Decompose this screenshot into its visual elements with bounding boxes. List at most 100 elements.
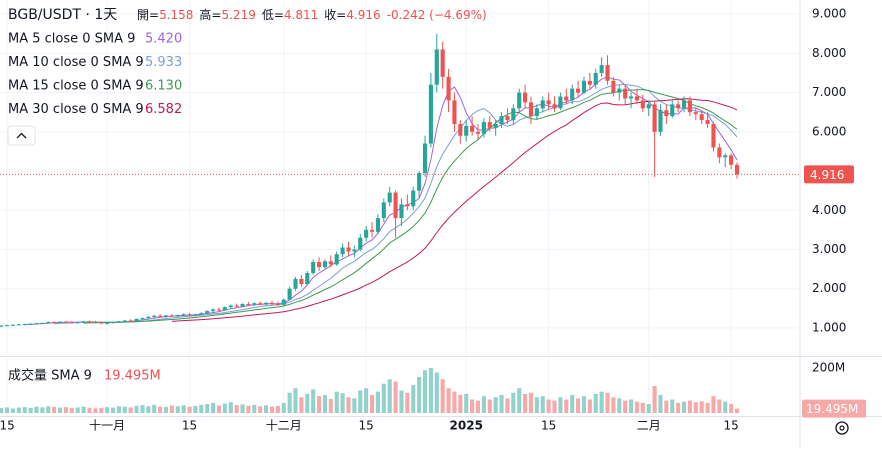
volume-bar xyxy=(205,404,210,413)
ma-legend-name: MA 5 close 0 SMA 9 xyxy=(8,32,135,47)
volume-bar xyxy=(399,390,404,413)
volume-bar xyxy=(611,397,616,413)
candle-body xyxy=(499,116,504,124)
candle-body xyxy=(146,316,151,319)
y-tick-label: 7.000 xyxy=(812,85,846,99)
volume-bar xyxy=(57,407,63,413)
candle-body xyxy=(81,321,86,323)
volume-bar xyxy=(81,406,86,413)
candle-body xyxy=(540,100,545,109)
volume-bar xyxy=(305,393,310,413)
candle-body xyxy=(99,322,104,324)
candle-body xyxy=(446,76,451,101)
ma-legend-value: 6.582 xyxy=(145,102,182,117)
volume-bar xyxy=(75,407,80,413)
candle-body xyxy=(199,313,204,315)
candle-body xyxy=(428,84,433,144)
volume-bar xyxy=(464,393,469,413)
volume-bar xyxy=(723,401,728,413)
volume-bar xyxy=(87,407,92,413)
last-price-tag xyxy=(804,165,854,184)
volume-bar xyxy=(187,406,192,413)
candle-body xyxy=(646,104,651,109)
volume-bar xyxy=(93,408,98,413)
volume-bar xyxy=(152,404,157,413)
candle-body xyxy=(493,123,498,128)
candle-body xyxy=(452,100,457,124)
volume-bar xyxy=(729,404,734,413)
volume-bar xyxy=(470,399,475,413)
volume-bar xyxy=(581,396,587,413)
volume-bar xyxy=(240,404,245,413)
volume-bar xyxy=(293,388,298,413)
candle-body xyxy=(670,104,675,117)
candle-body xyxy=(399,204,404,219)
ohlc-label: 低= xyxy=(262,8,284,22)
candle-body xyxy=(252,303,257,305)
ma-line xyxy=(24,76,738,326)
volume-bar xyxy=(116,406,121,413)
candle-body xyxy=(193,314,198,316)
candle-body xyxy=(158,315,163,317)
candle-body xyxy=(340,247,345,255)
candle-body xyxy=(599,65,604,73)
volume-bar xyxy=(169,405,174,413)
candle-body xyxy=(246,304,251,306)
volume-bar xyxy=(140,405,145,413)
ma-legend-name: MA 30 close 0 SMA 9 xyxy=(8,102,144,117)
volume-bar xyxy=(652,386,657,413)
candle-body xyxy=(634,96,639,101)
volume-bar xyxy=(234,405,239,413)
volume-legend: 成交量 SMA 9 xyxy=(8,368,92,384)
volume-bar xyxy=(52,406,57,413)
volume-bar xyxy=(452,391,457,413)
volume-bar xyxy=(599,391,604,413)
candle-body xyxy=(299,278,304,284)
legend-header: BGB/USDT · 1天 xyxy=(8,7,117,23)
candle-body xyxy=(487,121,492,128)
volume-bar xyxy=(287,392,292,413)
volume-bar xyxy=(334,391,339,413)
collapse-button[interactable] xyxy=(7,125,36,146)
candle-body xyxy=(617,88,622,93)
volume-bar xyxy=(528,392,534,413)
ohlc-value: 5.158 xyxy=(159,8,193,22)
candle-body xyxy=(681,100,687,109)
volume-bar xyxy=(69,408,74,413)
candle-body xyxy=(534,108,539,117)
volume-bar xyxy=(281,402,286,413)
candle-body xyxy=(40,322,45,324)
y-tick-label: 4.000 xyxy=(812,203,846,217)
volume-bar xyxy=(523,393,528,413)
volume-bar xyxy=(428,368,433,413)
volume-bar xyxy=(593,393,598,413)
settings-icon[interactable] xyxy=(835,421,849,435)
candle-body xyxy=(222,307,227,311)
volume-bar xyxy=(311,389,316,413)
volume-bar xyxy=(646,404,651,413)
overlay: BGB/USDT · 1天 開=5.158 高=5.219 低=4.811 收=4.9… xyxy=(7,7,849,435)
candle-body xyxy=(628,96,634,99)
candle-body xyxy=(264,302,269,305)
candle-body xyxy=(717,147,722,158)
volume-bar xyxy=(322,395,328,413)
volume-bar xyxy=(222,403,227,413)
candle-body xyxy=(10,324,16,326)
volume-bar xyxy=(316,396,322,413)
volume-bar xyxy=(158,406,163,413)
x-tick-label: 二月 xyxy=(637,419,661,433)
candle-body xyxy=(375,218,380,232)
volume-bar xyxy=(534,397,539,413)
candle-body xyxy=(163,315,169,317)
plot-area: 1.0002.0003.0004.0005.0006.0007.0008.000… xyxy=(0,0,866,433)
candle-body xyxy=(393,192,398,219)
candle-body xyxy=(352,249,357,252)
y-tick-label: 1.000 xyxy=(812,320,846,334)
candle-body xyxy=(369,229,375,232)
volume-bar xyxy=(475,400,481,413)
candle-body xyxy=(211,309,216,312)
volume-bar xyxy=(658,395,663,413)
candle-body xyxy=(605,65,610,81)
ma-legend-value: 5.933 xyxy=(145,55,182,70)
